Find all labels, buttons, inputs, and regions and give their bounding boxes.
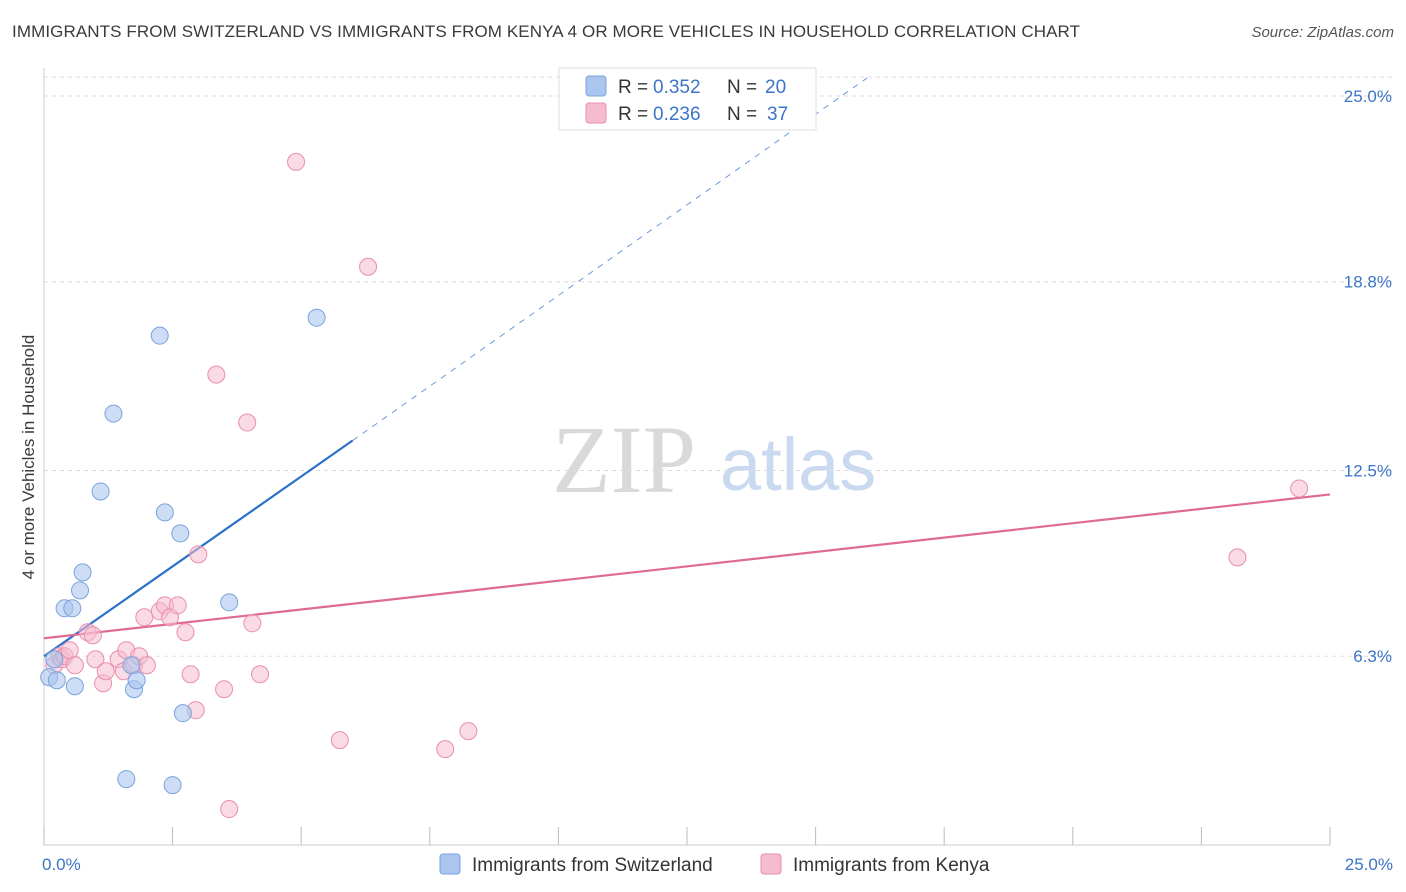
point-switzerland-7 bbox=[73, 563, 92, 582]
point-switzerland-9 bbox=[104, 404, 123, 423]
point-switzerland-5 bbox=[65, 677, 84, 696]
point-kenya-8 bbox=[86, 650, 105, 669]
point-kenya-21 bbox=[168, 596, 187, 615]
point-kenya-31 bbox=[251, 665, 270, 684]
trend-kenya bbox=[43, 493, 1331, 640]
legend-swatch-switzerland bbox=[585, 75, 607, 97]
point-kenya-25 bbox=[189, 545, 208, 564]
point-switzerland-16 bbox=[163, 776, 182, 795]
point-switzerland-1 bbox=[45, 650, 64, 669]
point-switzerland-14 bbox=[150, 326, 169, 345]
y-tick-label-2: 18.8% bbox=[1344, 273, 1392, 292]
legend-n-value-0: 20 bbox=[765, 77, 786, 98]
bottom-legend-swatch-switzerland bbox=[439, 853, 461, 875]
point-kenya-17 bbox=[137, 656, 156, 675]
legend-r-value-1: 0.236 bbox=[653, 104, 701, 125]
point-switzerland-11 bbox=[122, 656, 141, 675]
point-switzerland-17 bbox=[171, 524, 190, 543]
legend-swatch-kenya bbox=[585, 102, 607, 124]
point-switzerland-19 bbox=[220, 593, 239, 612]
point-kenya-37 bbox=[1228, 548, 1247, 567]
point-switzerland-15 bbox=[155, 503, 174, 522]
legend-r-label-1: R = bbox=[618, 104, 648, 125]
legend-r-label-0: R = bbox=[618, 77, 648, 98]
point-kenya-29 bbox=[238, 413, 257, 432]
point-kenya-22 bbox=[176, 623, 195, 642]
legend-n-label-0: N = bbox=[727, 77, 757, 98]
trend-switzerland-extension bbox=[352, 77, 868, 441]
point-switzerland-18 bbox=[173, 704, 192, 723]
point-kenya-33 bbox=[330, 731, 349, 750]
point-kenya-38 bbox=[1290, 479, 1309, 498]
legend-n-value-1: 37 bbox=[767, 104, 788, 125]
point-switzerland-8 bbox=[91, 482, 110, 501]
point-kenya-28 bbox=[220, 800, 239, 819]
point-kenya-23 bbox=[181, 665, 200, 684]
watermark-zip: ZIP bbox=[552, 406, 696, 513]
x-tick-label-1: 25.0% bbox=[1345, 855, 1393, 874]
watermark: ZIP atlas bbox=[552, 406, 876, 513]
point-kenya-10 bbox=[96, 662, 115, 681]
gridlines bbox=[44, 76, 1392, 657]
chart-source: Source: ZipAtlas.com bbox=[1251, 24, 1394, 41]
point-switzerland-13 bbox=[127, 671, 146, 690]
point-kenya-4 bbox=[60, 641, 79, 660]
point-kenya-32 bbox=[287, 152, 306, 171]
bottom-legend-swatch-kenya bbox=[760, 853, 782, 875]
point-kenya-27 bbox=[215, 680, 234, 699]
y-tick-labels: 6.3% 12.5% 18.8% 25.0% bbox=[1344, 87, 1392, 666]
point-switzerland-6 bbox=[71, 581, 90, 600]
point-kenya-7 bbox=[83, 626, 102, 645]
y-tick-label-0: 6.3% bbox=[1353, 647, 1392, 666]
bottom-legend-label-kenya: Immigrants from Kenya bbox=[793, 855, 990, 876]
y-axis-label: 4 or more Vehicles in Household bbox=[19, 335, 38, 580]
data-points bbox=[40, 152, 1309, 819]
point-kenya-35 bbox=[436, 740, 455, 759]
point-kenya-36 bbox=[459, 722, 478, 741]
chart-title: IMMIGRANTS FROM SWITZERLAND VS IMMIGRANT… bbox=[12, 22, 1081, 41]
point-kenya-16 bbox=[135, 608, 154, 627]
bottom-legend: Immigrants from Switzerland Immigrants f… bbox=[439, 853, 990, 876]
point-kenya-26 bbox=[207, 365, 226, 384]
point-kenya-34 bbox=[359, 257, 378, 276]
y-tick-label-1: 12.5% bbox=[1344, 461, 1392, 480]
point-switzerland-2 bbox=[47, 671, 66, 690]
trend-lines bbox=[43, 77, 1331, 658]
y-tick-label-3: 25.0% bbox=[1344, 87, 1392, 106]
point-switzerland-10 bbox=[117, 770, 136, 789]
watermark-atlas: atlas bbox=[720, 423, 876, 506]
x-tick-labels: 0.0% 25.0% bbox=[42, 855, 1393, 874]
legend-r-value-0: 0.352 bbox=[653, 77, 701, 98]
axes bbox=[43, 68, 1331, 846]
bottom-legend-label-switzerland: Immigrants from Switzerland bbox=[472, 855, 713, 876]
point-kenya-5 bbox=[65, 656, 84, 675]
legend-n-label-1: N = bbox=[727, 104, 757, 125]
point-switzerland-20 bbox=[307, 308, 326, 327]
x-tick-label-0: 0.0% bbox=[42, 855, 81, 874]
legend: R = 0.352 N = 20 R = 0.236 N = 37 bbox=[558, 67, 817, 131]
point-kenya-30 bbox=[243, 614, 262, 633]
point-switzerland-4 bbox=[63, 599, 82, 618]
